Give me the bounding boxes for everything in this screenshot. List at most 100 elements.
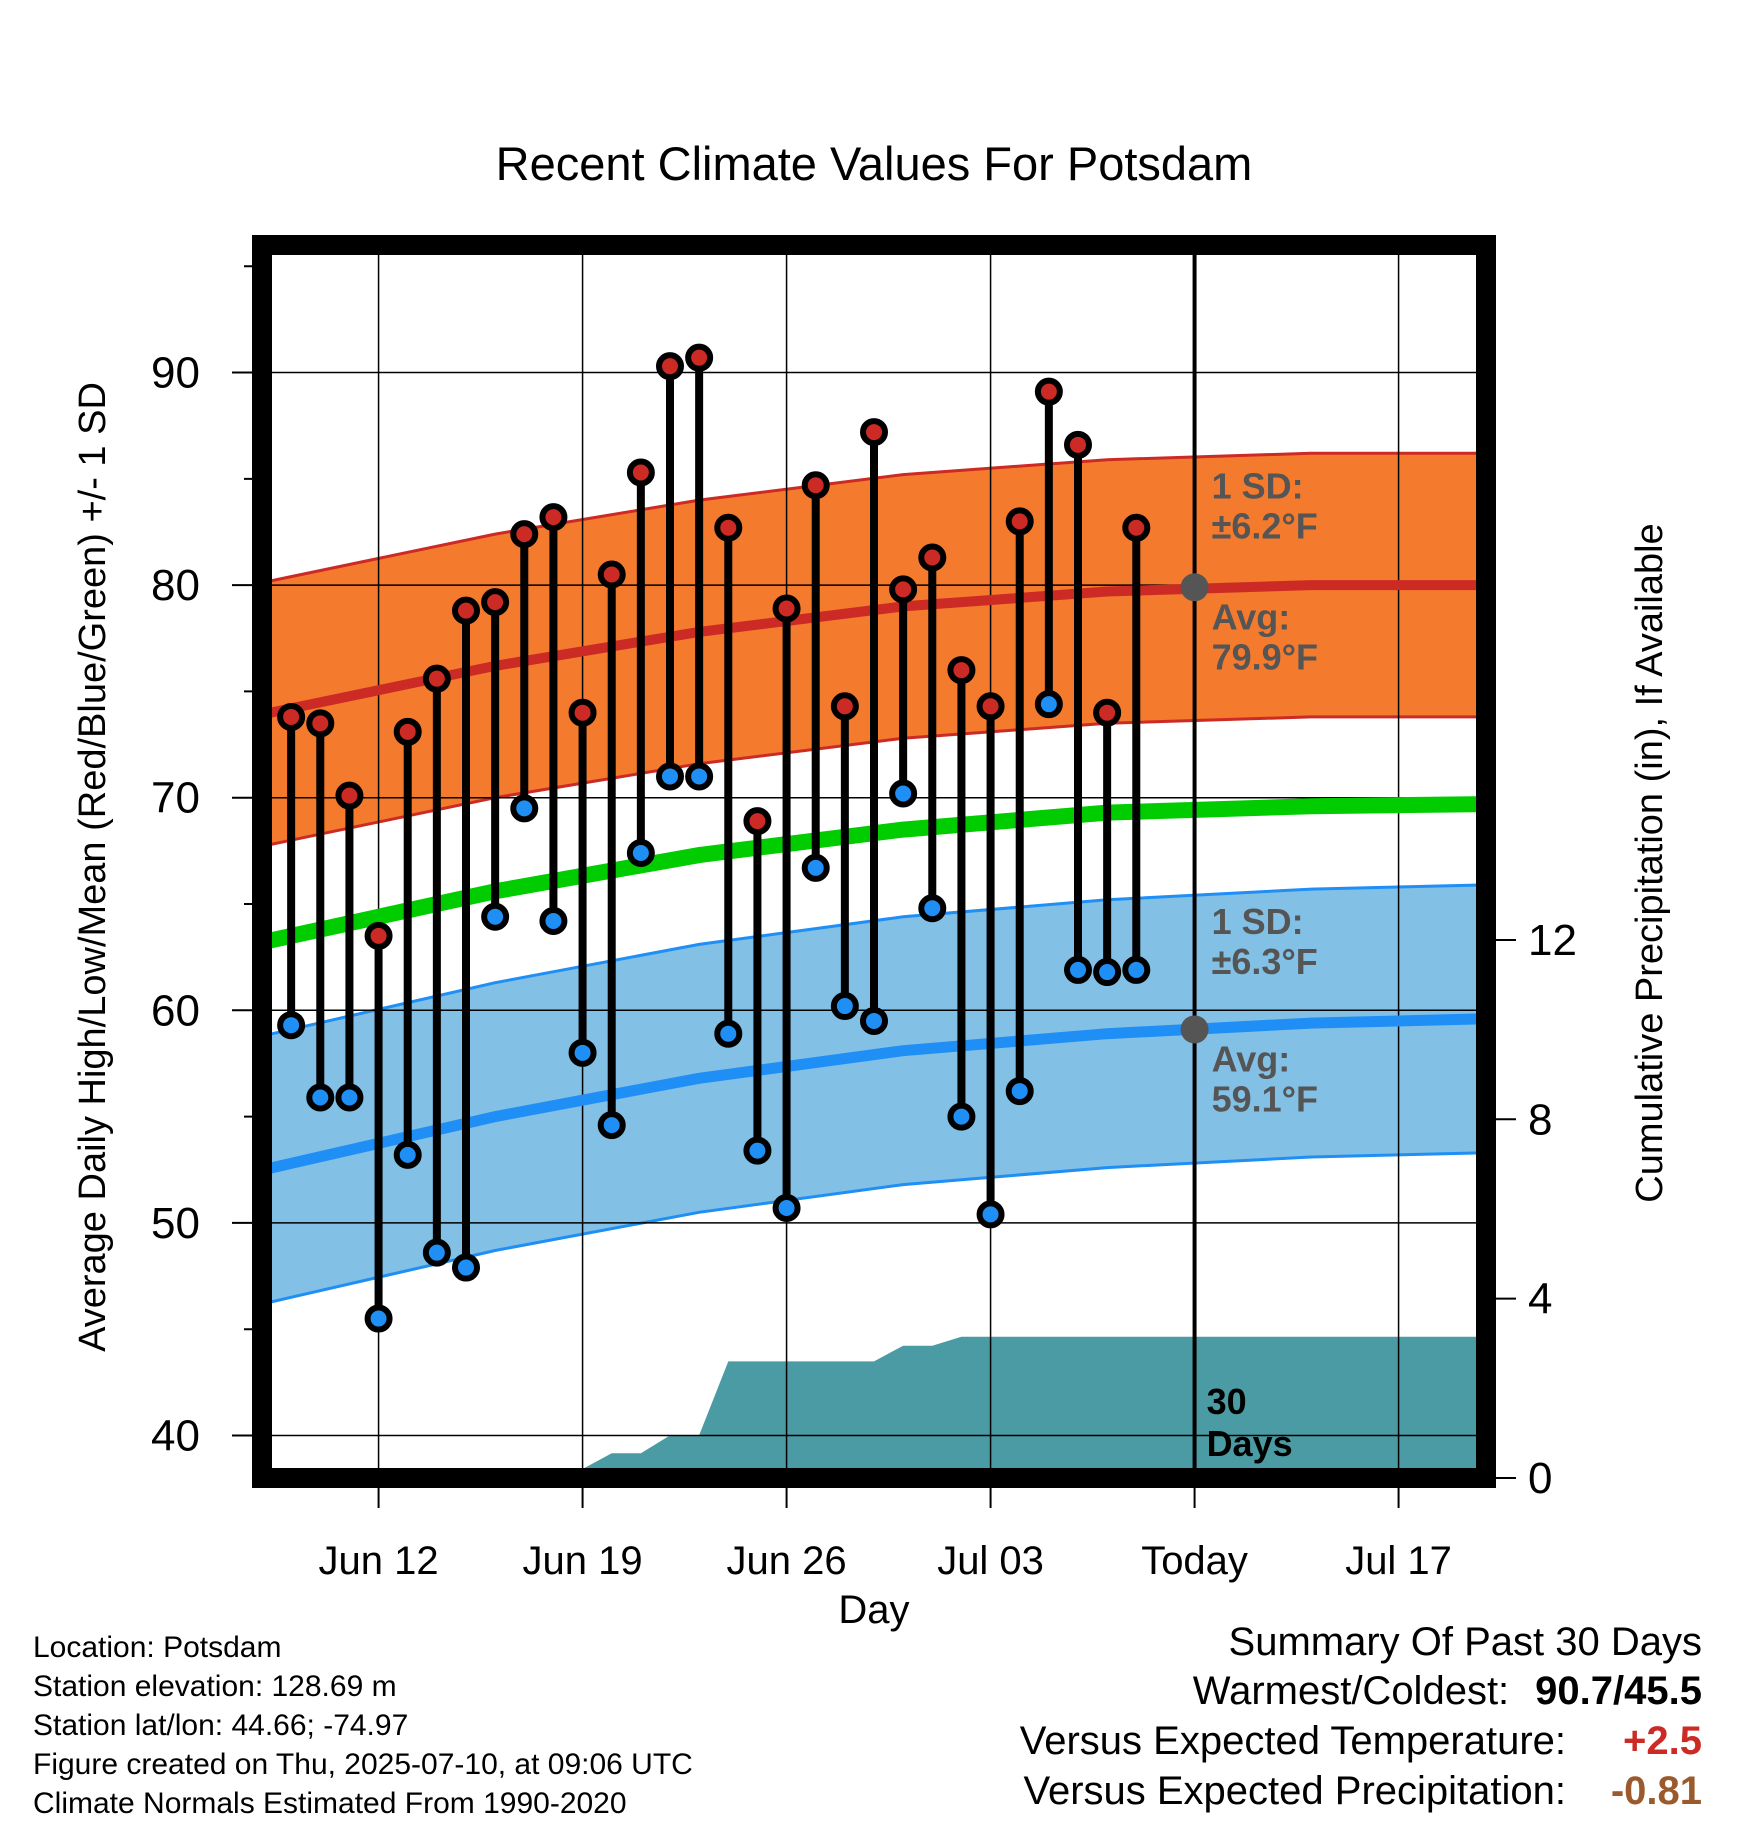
high-sd-label: 1 SD:: [1212, 465, 1304, 506]
low-sd-upper-line: [261, 883, 1487, 1038]
y-tick-label: 40: [151, 1411, 200, 1460]
daily-low-point: [626, 838, 655, 867]
precip-value: -0.81: [1610, 1769, 1702, 1813]
high-sd-lower-line: [261, 715, 1486, 848]
daily-high-point: [626, 458, 655, 487]
daily-high-point: [393, 717, 422, 746]
y-axis-label-right: Cumulative Precipitation (in), If Availa…: [1629, 523, 1671, 1202]
location-text: Location: Potsdam: [33, 1631, 282, 1664]
elevation-text: Station elevation: 128.69 m: [33, 1670, 397, 1703]
daily-high-point: [685, 343, 714, 372]
plot-frame: [252, 235, 1496, 1488]
daily-high-point: [976, 692, 1005, 721]
daily-high-point: [830, 692, 859, 721]
daily-high-point: [947, 656, 976, 685]
low-avg-value: 59.1°F: [1212, 1078, 1318, 1119]
daily-high-point: [452, 596, 480, 625]
high-normal-line: [260, 580, 1486, 720]
daily-low-point: [656, 762, 684, 791]
daily-high-point: [889, 575, 918, 604]
low-sd-lower-line: [261, 1151, 1487, 1306]
daily-high-point: [364, 921, 393, 950]
daily-high-point: [597, 560, 626, 589]
y-axis-label-left: Average Daily High/Low/Mean (Red/Blue/Gr…: [72, 382, 114, 1352]
daily-high-point: [335, 781, 364, 810]
daily-high-point: [510, 520, 539, 549]
normals-text: Climate Normals Estimated From 1990-2020: [33, 1787, 627, 1820]
daily-low-point: [685, 762, 714, 791]
summary-heading: Summary Of Past 30 Days: [1228, 1620, 1702, 1664]
latlon-text: Station lat/lon: 44.66; -74.97: [33, 1709, 409, 1742]
daily-low-point: [830, 992, 859, 1021]
warmest-coldest-label: Warmest/Coldest:: [1192, 1669, 1510, 1713]
daily-low-point: [976, 1200, 1005, 1229]
y-right-tick-label: 0: [1528, 1454, 1552, 1503]
daily-high-point: [860, 418, 888, 447]
temp-row: Versus Expected Temperature: +2.5: [1020, 1716, 1702, 1766]
x-axis-label: Day: [838, 1588, 909, 1632]
daily-low-point: [889, 779, 918, 808]
daily-low-point: [714, 1019, 743, 1048]
summary-panel: Summary Of Past 30 Days Warmest/Coldest:…: [1020, 1618, 1702, 1816]
y-right-tick-label: 4: [1528, 1275, 1552, 1324]
x-tick-label: Jul 03: [937, 1539, 1044, 1583]
x-tick-label: Jun 26: [727, 1539, 847, 1583]
low-sd-value: ±6.3°F: [1212, 941, 1318, 982]
high-avg-label: Avg:: [1212, 596, 1291, 637]
warmest-coldest-row: Warmest/Coldest: 90.7/45.5: [1020, 1666, 1702, 1716]
y-tick-label: 60: [151, 986, 200, 1035]
daily-low-point: [539, 907, 568, 936]
daily-low-point: [597, 1111, 626, 1140]
daily-low-point: [1122, 955, 1151, 984]
daily-low-point: [801, 853, 830, 882]
created-text: Figure created on Thu, 2025-07-10, at 09…: [33, 1748, 693, 1781]
daily-high-point: [1005, 507, 1034, 536]
daily-low-point: [422, 1238, 451, 1267]
chart-title: Recent Climate Values For Potsdam: [496, 137, 1253, 190]
y-tick-label: 50: [151, 1199, 200, 1248]
daily-high-point: [656, 352, 684, 381]
x-tick-label: Today: [1141, 1539, 1248, 1583]
daily-high-point: [306, 709, 335, 738]
daily-low-point: [568, 1038, 597, 1067]
y-right-tick-label: 12: [1528, 916, 1577, 965]
daily-low-point: [772, 1194, 801, 1223]
daily-low-point: [1005, 1077, 1034, 1106]
daily-low-point: [510, 794, 539, 823]
temp-label: Versus Expected Temperature:: [1019, 1719, 1566, 1763]
daily-low-point: [918, 894, 947, 923]
low-sd-label: 1 SD:: [1212, 901, 1304, 942]
y-tick-label: 90: [151, 349, 200, 398]
daily-high-point: [422, 664, 451, 693]
daily-high-point: [801, 471, 830, 500]
daily-low-point: [393, 1140, 422, 1169]
daily-low-point: [1093, 958, 1122, 987]
daily-low-point: [860, 1006, 888, 1035]
temp-value: +2.5: [1623, 1719, 1702, 1763]
high-sd-upper-line: [261, 451, 1486, 585]
daily-high-point: [743, 807, 772, 836]
low-normal-line: [260, 1013, 1487, 1176]
x-tick-label: Jun 19: [523, 1539, 643, 1583]
low-sd-band: [262, 884, 1486, 1304]
window-days-number: 30: [1207, 1381, 1247, 1422]
daily-low-point: [743, 1136, 772, 1165]
daily-low-point: [1064, 955, 1092, 984]
daily-low-point: [452, 1253, 480, 1282]
x-tick-label: Jun 12: [319, 1539, 439, 1583]
precip-row: Versus Expected Precipitation: -0.81: [1020, 1766, 1702, 1816]
daily-high-point: [1064, 430, 1092, 459]
daily-high-point: [277, 702, 306, 731]
window-days-label: Days: [1207, 1423, 1293, 1464]
daily-high-point: [918, 543, 947, 572]
high-avg-value: 79.9°F: [1212, 636, 1318, 677]
y-tick-label: 70: [151, 774, 200, 823]
high-avg-marker: [1180, 573, 1209, 602]
daily-low-point: [1034, 690, 1063, 719]
low-avg-marker: [1180, 1015, 1209, 1044]
daily-low-point: [364, 1304, 393, 1333]
precip-label: Versus Expected Precipitation:: [1023, 1769, 1566, 1813]
warmest-coldest-value: 90.7/45.5: [1535, 1669, 1702, 1713]
